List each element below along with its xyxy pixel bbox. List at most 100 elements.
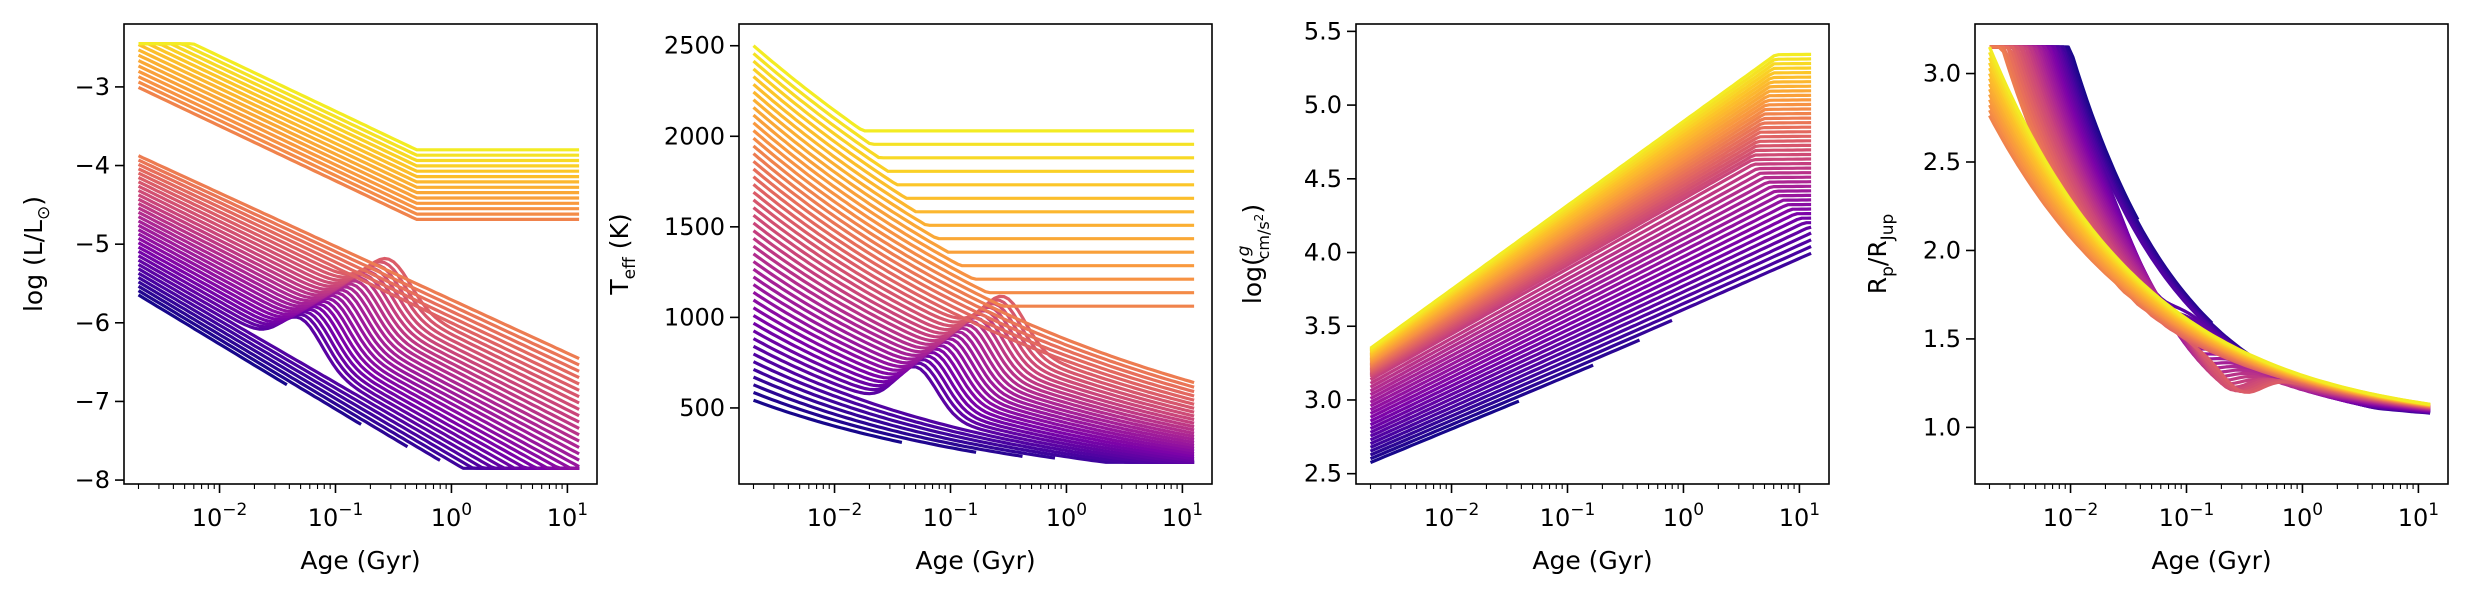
series-line [1369, 363, 1594, 461]
series-line [752, 275, 1195, 445]
series-line [752, 59, 1195, 160]
y-tick-label: 5.5 [1304, 17, 1342, 45]
y-tick-label: 2000 [664, 122, 725, 150]
x-tick-label: 10−2 [807, 500, 863, 532]
x-tick-exp: 1 [577, 500, 588, 520]
axes-frame [1355, 23, 1830, 485]
x-tick-base: 10 [1162, 504, 1193, 532]
y-tick-label: −8 [75, 466, 110, 494]
y-tick-label: 3.5 [1304, 312, 1342, 340]
x-tick-exp: 0 [461, 500, 472, 520]
series-line [137, 69, 580, 205]
axes-frame [123, 23, 598, 485]
series-line [752, 183, 1195, 402]
series-line [752, 113, 1195, 254]
x-axis-label: Age (Gyr) [1532, 546, 1652, 575]
series-line [137, 210, 580, 443]
series-line [137, 258, 580, 470]
y-axis-label: Rp/RJup [1863, 214, 1898, 295]
y-tick-label: 4.5 [1304, 165, 1342, 193]
x-tick-exp: −2 [222, 500, 247, 520]
x-tick-base: 10 [2043, 504, 2074, 532]
series-line [137, 223, 580, 462]
x-tick-label: 10−2 [192, 500, 248, 532]
x-tick-exp: −2 [1454, 500, 1479, 520]
series-line [1369, 338, 1641, 457]
x-tick-exp: −1 [1570, 500, 1595, 520]
y-tick-label: 1000 [664, 303, 725, 331]
series-line [1369, 162, 1812, 382]
y-tick-label: −5 [75, 230, 110, 258]
series-line [137, 245, 580, 470]
series-line [138, 42, 580, 168]
series-line [137, 162, 580, 373]
x-axis-label: Age (Gyr) [915, 546, 1035, 575]
x-tick-base: 10 [1779, 504, 1810, 532]
series-line [137, 64, 580, 200]
series-line [137, 171, 580, 386]
series-line [137, 59, 580, 195]
y-tick-label: 2.5 [1304, 460, 1342, 488]
series-line [138, 42, 580, 157]
series-line [137, 85, 580, 221]
series-line [1369, 216, 1812, 427]
series-line [1369, 318, 1673, 453]
ylabel-sub: ⊙ [34, 206, 54, 220]
series-line [1369, 189, 1812, 404]
series-line [752, 260, 1195, 439]
series-line [137, 241, 580, 470]
y-tick-label: 2.5 [1923, 148, 1961, 176]
series-line [137, 43, 580, 179]
x-tick-exp: −1 [2189, 500, 2214, 520]
x-tick-base: 10 [923, 504, 954, 532]
ylabel-close: ) [1238, 204, 1267, 214]
y-tick-label: 4.0 [1304, 239, 1342, 267]
series-line [752, 252, 1195, 435]
y-tick-label: 3.0 [1923, 60, 1961, 88]
series-group [1988, 45, 2431, 415]
series-line [752, 98, 1195, 227]
x-tick-label: 10−1 [1540, 500, 1596, 532]
ylabel-main: log( [1238, 256, 1267, 304]
x-tick-exp: 1 [2428, 500, 2439, 520]
y-tick-label: −3 [75, 73, 110, 101]
y-tick-label: 1.5 [1923, 325, 1961, 353]
series-line [1369, 212, 1812, 423]
series-line [752, 52, 1195, 146]
series-line [1369, 231, 1812, 438]
series-line [137, 80, 580, 216]
series-line [1369, 225, 1812, 434]
series-line [1369, 184, 1812, 400]
x-tick-base: 10 [2282, 504, 2313, 532]
series-line [1369, 399, 1520, 464]
series-line [137, 284, 409, 449]
series-line [752, 83, 1195, 200]
series-line [752, 152, 1195, 385]
series-line [137, 75, 580, 211]
series-line [1369, 52, 1812, 350]
series-line [752, 175, 1195, 398]
y-tick-label: 5.0 [1304, 91, 1342, 119]
series-line [752, 391, 977, 454]
series-line [752, 90, 1195, 214]
series-line [752, 321, 1195, 461]
x-tick-exp: −1 [338, 500, 363, 520]
x-tick-exp: 1 [1192, 500, 1203, 520]
series-line [752, 383, 1023, 458]
y-tick-label: 1500 [664, 213, 725, 241]
series-line [1369, 198, 1812, 412]
series-line [752, 106, 1195, 241]
series-line [1369, 245, 1812, 446]
axes-frame [1974, 23, 2449, 485]
x-tick-exp: −2 [837, 500, 862, 520]
series-line [752, 375, 1056, 460]
ylabel-sub: eff [620, 256, 640, 279]
series-line [752, 298, 1195, 453]
x-tick-label: 100 [1046, 500, 1087, 532]
series-line [137, 232, 580, 470]
x-tick-label: 100 [1663, 500, 1704, 532]
